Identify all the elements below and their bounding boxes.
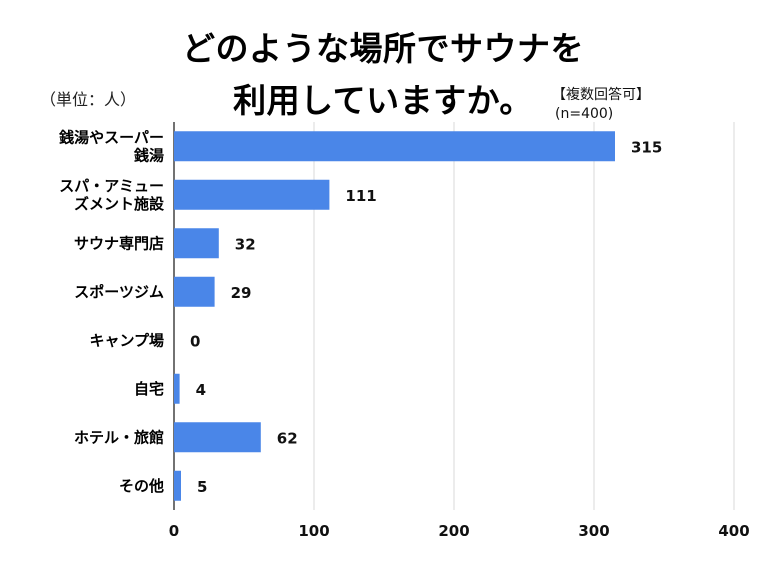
bar: [174, 228, 219, 259]
bars: [174, 131, 615, 501]
data-label: 111: [345, 187, 376, 205]
category-label: 自宅: [134, 380, 164, 398]
chart-title-line1: どのような場所でサウナを: [182, 29, 584, 68]
data-label: 32: [235, 235, 256, 253]
category-label: スポーツジム: [74, 283, 164, 301]
bar: [174, 131, 615, 162]
data-label: 0: [190, 332, 200, 350]
bar: [174, 179, 330, 210]
category-label: サウナ専門店: [74, 234, 164, 252]
chart-title-line2: 利用していますか。: [233, 81, 533, 120]
bar: [174, 422, 261, 453]
bar: [174, 276, 215, 307]
labels: 0 100 200 300 400 315 銭湯やスーパー銭湯 111 スパ・アミューズメント施…: [58, 128, 750, 540]
multiple-answer-note: 【複数回答可】: [552, 87, 650, 103]
data-label: 29: [231, 284, 252, 302]
category-label: ホテル・旅館: [74, 428, 164, 446]
x-tick-label: 0: [169, 522, 179, 540]
x-tick-label: 100: [298, 522, 329, 540]
data-label: 315: [631, 138, 662, 156]
data-label: 4: [196, 381, 206, 399]
category-label: 銭湯やスーパー銭湯: [58, 128, 164, 164]
category-label: キャンプ場: [89, 331, 164, 349]
category-label: スパ・アミューズメント施設: [59, 177, 165, 213]
data-label: 62: [277, 429, 298, 447]
bar: [174, 373, 180, 404]
category-label: その他: [119, 477, 164, 495]
data-label: 5: [197, 478, 207, 496]
sample-size: (n=400): [555, 106, 614, 122]
unit-label: （単位：人）: [40, 90, 137, 109]
x-tick-label: 200: [438, 522, 469, 540]
x-tick-label: 400: [718, 522, 749, 540]
bar: [174, 470, 181, 501]
x-tick-label: 300: [578, 522, 609, 540]
